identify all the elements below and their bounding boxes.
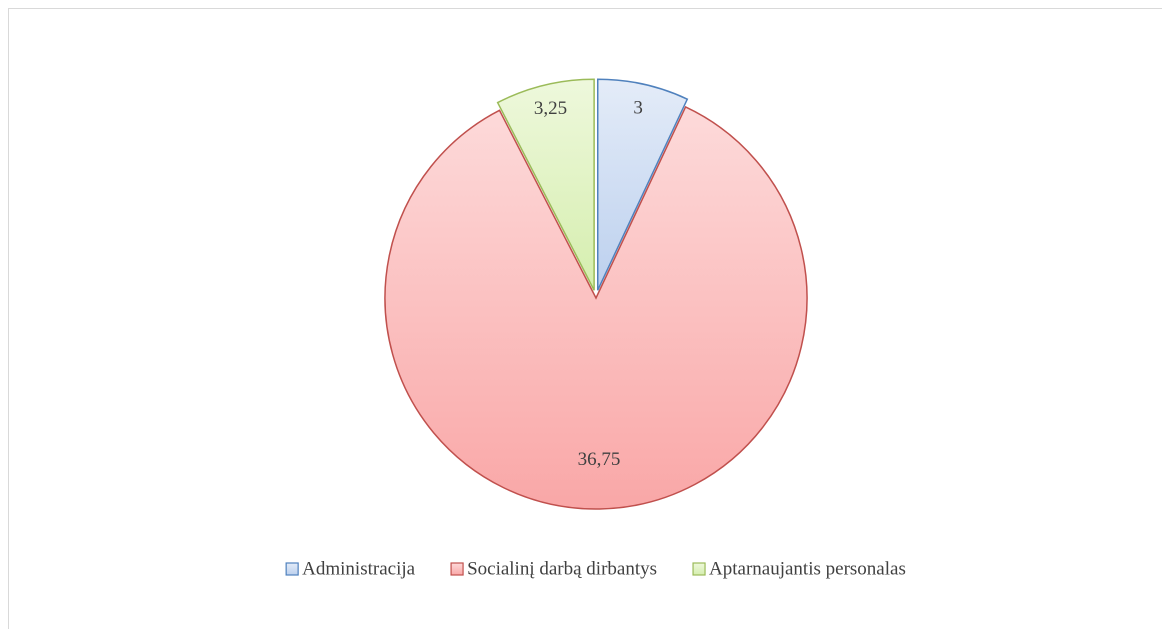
data-label: 3,25 [534,98,567,119]
data-label: 36,75 [578,449,621,470]
data-label: 3 [633,97,643,118]
pie-slice [496,78,595,291]
legend-label: Socialinį darbą dirbantys [467,558,657,579]
legend-label: Administracija [302,558,415,579]
chart-frame [8,8,1162,629]
legend-swatch [450,562,464,576]
legend-swatch [285,562,299,576]
legend-swatch [692,562,706,576]
pie-slice [384,105,808,510]
legend-label: Aptarnaujantis personalas [709,558,906,579]
pie-slice [596,78,689,291]
